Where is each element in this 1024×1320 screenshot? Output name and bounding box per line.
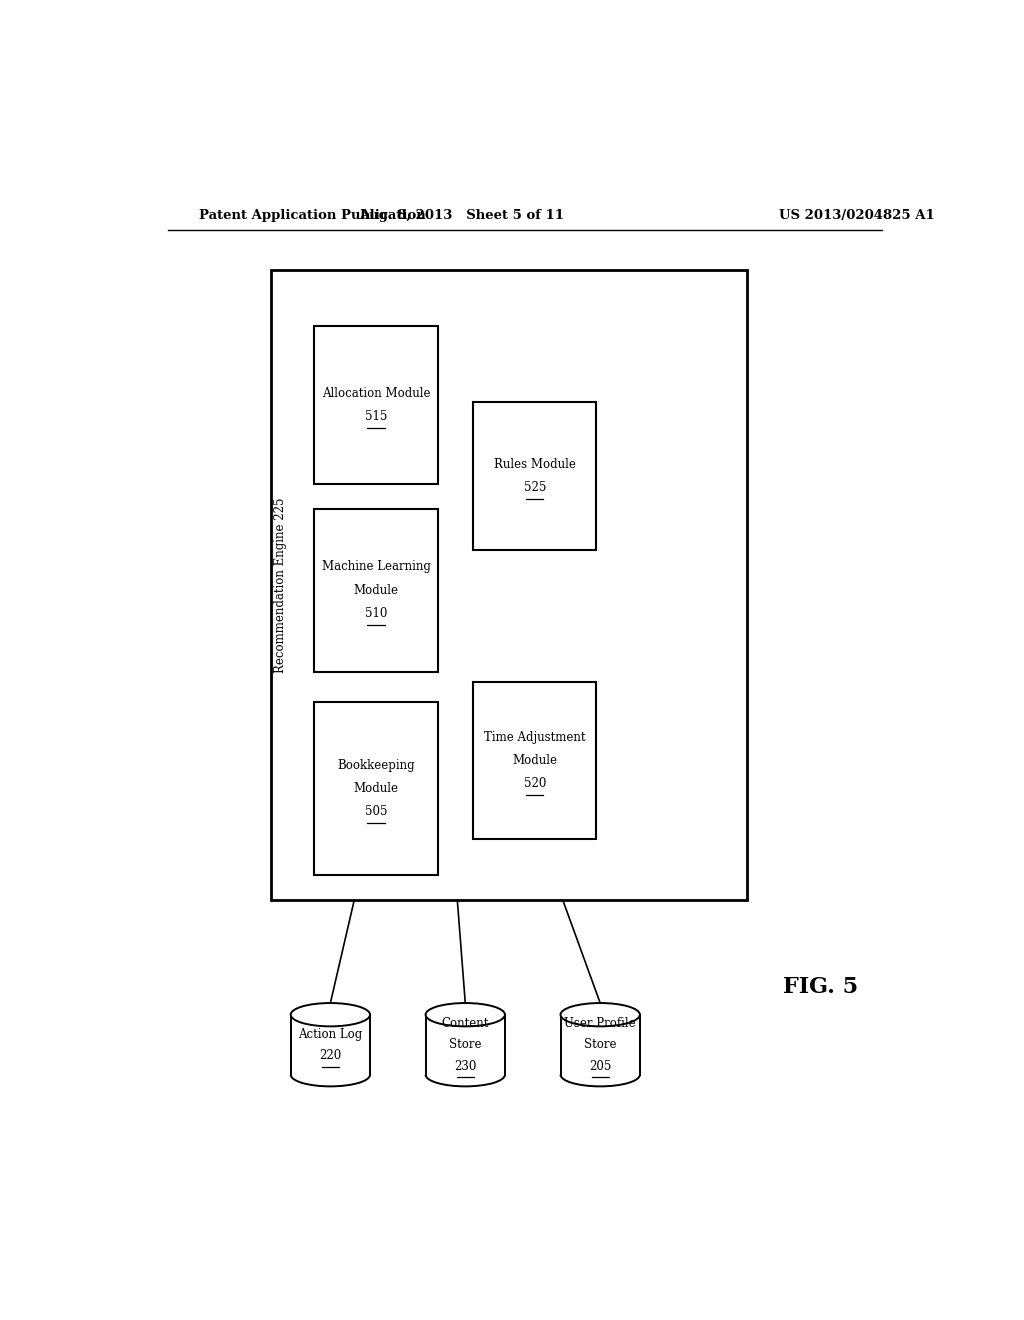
Bar	[291, 1015, 370, 1074]
Text: 220: 220	[319, 1049, 341, 1061]
Text: Machine Learning: Machine Learning	[322, 561, 430, 573]
Bar	[314, 326, 437, 483]
Bar	[270, 271, 748, 900]
Text: 525: 525	[523, 482, 546, 494]
Text: 515: 515	[365, 411, 387, 424]
Text: 230: 230	[454, 1060, 476, 1073]
Text: Module: Module	[512, 754, 557, 767]
Text: Patent Application Publication: Patent Application Publication	[200, 209, 426, 222]
Bar	[560, 1015, 640, 1074]
Bar	[473, 682, 596, 840]
Text: FIG. 5: FIG. 5	[782, 975, 858, 998]
Ellipse shape	[291, 1003, 370, 1027]
Text: User Profile: User Profile	[564, 1016, 636, 1030]
Text: Store: Store	[450, 1039, 481, 1051]
Text: Store: Store	[584, 1039, 616, 1051]
Ellipse shape	[426, 1003, 505, 1027]
Text: 205: 205	[589, 1060, 611, 1073]
Bar	[314, 702, 437, 875]
Text: Module: Module	[353, 781, 398, 795]
Bar	[426, 1015, 505, 1074]
Text: 510: 510	[365, 607, 387, 620]
Text: Recommendation Engine 225: Recommendation Engine 225	[273, 498, 287, 673]
Bar	[314, 510, 437, 672]
Text: Rules Module: Rules Module	[494, 458, 575, 471]
Ellipse shape	[560, 1003, 640, 1027]
Text: Content: Content	[441, 1016, 489, 1030]
Text: Aug. 8, 2013   Sheet 5 of 11: Aug. 8, 2013 Sheet 5 of 11	[358, 209, 564, 222]
Text: Time Adjustment: Time Adjustment	[484, 731, 586, 743]
Text: Allocation Module: Allocation Module	[322, 387, 430, 400]
Text: Module: Module	[353, 583, 398, 597]
Text: Action Log: Action Log	[298, 1027, 362, 1040]
Text: 520: 520	[523, 777, 546, 791]
Bar	[473, 403, 596, 549]
Text: 505: 505	[365, 805, 387, 818]
Text: Bookkeeping: Bookkeeping	[337, 759, 415, 772]
Text: US 2013/0204825 A1: US 2013/0204825 A1	[778, 209, 935, 222]
